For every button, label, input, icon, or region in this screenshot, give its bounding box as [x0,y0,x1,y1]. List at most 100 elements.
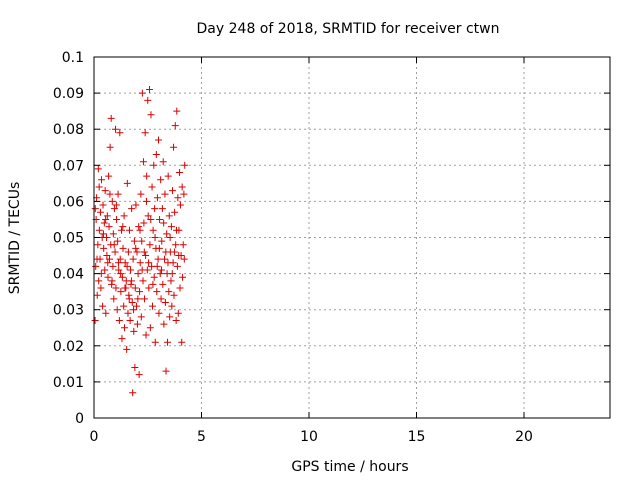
data-point [168,302,176,310]
data-point [142,252,150,260]
data-point [98,176,106,184]
data-point [168,187,176,195]
data-point [158,266,166,274]
y-axis-label: SRMTID / TECUs [7,182,23,295]
data-point [136,226,144,234]
data-point [123,262,131,270]
data-point [179,241,187,249]
data-point [133,302,141,310]
data-point [120,212,128,220]
data-point [142,331,150,339]
y-tick-label: 0.01 [53,375,84,391]
data-point [165,212,173,220]
data-point [119,223,127,231]
data-point [158,237,166,245]
data-point [175,252,183,260]
data-point [138,266,146,274]
data-point [123,345,131,353]
data-point [93,255,101,263]
data-point [165,288,173,296]
data-point [117,270,125,278]
y-tick-label: 0.05 [53,231,84,247]
data-point [112,284,120,292]
data-point [164,172,172,180]
data-point [173,107,181,115]
data-point [181,161,189,169]
data-point [168,270,176,278]
data-point [96,208,104,216]
data-point [93,291,101,299]
axis-ticks: 0 0.01 0.02 0.03 0.04 0.05 0.06 0.07 0.08 0.09 0.1… [53,50,610,445]
data-point [176,284,184,292]
data-point [95,277,103,285]
data-point [100,244,108,252]
data-point [180,190,188,198]
data-point [138,89,146,97]
data-point [130,327,138,335]
data-point [157,295,165,303]
data-point [144,96,152,104]
data-point [116,255,124,263]
data-point [112,201,120,209]
data-point [136,259,144,267]
data-point [134,295,142,303]
data-point [141,129,149,137]
data-point [176,169,184,177]
data-point [102,309,110,317]
data-point [112,125,119,133]
y-tick-label: 0.04 [53,267,84,283]
data-point [121,284,129,292]
data-point [117,288,125,296]
data-point [167,223,175,231]
data-point [115,317,123,325]
data-point [115,259,123,267]
data-point [127,277,135,285]
data-point [157,176,165,184]
data-point [137,313,145,321]
data-point [103,252,111,260]
data-point [159,280,167,288]
data-point [155,244,163,252]
data-point [113,215,121,223]
data-point [155,136,162,144]
y-tick-label: 0.08 [53,122,84,138]
data-point [180,255,188,263]
data-point [123,179,131,187]
data-point [150,273,158,281]
data-point [110,295,118,303]
data-point [161,190,169,198]
data-point [103,212,111,220]
data-point [101,187,109,195]
data-point [94,165,102,173]
y-tick-label: 0.03 [53,303,84,319]
data-point [131,284,139,292]
data-point [121,324,129,332]
data-point [125,226,133,234]
data-point [150,161,158,169]
data-point [166,313,174,321]
data-point [134,270,142,278]
data-point [161,298,169,306]
data-point [144,212,152,220]
data-point [95,183,103,191]
data-point [105,172,113,180]
data-point [147,215,155,223]
data-point [121,259,129,267]
data-point [164,338,172,346]
data-point [138,237,146,245]
data-point [111,248,119,256]
data-point [173,262,181,270]
data-point [176,201,184,209]
data-point [149,226,157,234]
data-point [130,306,138,314]
data-point [160,320,168,328]
chart-title: Day 248 of 2018, SRMTID for receiver ctw… [197,21,500,37]
data-point [166,234,174,241]
data-point [139,158,147,166]
data-point [149,280,157,288]
data-point [97,284,105,292]
data-point [104,259,112,267]
data-point [108,277,116,285]
data-point [135,223,143,231]
data-point [116,129,124,137]
